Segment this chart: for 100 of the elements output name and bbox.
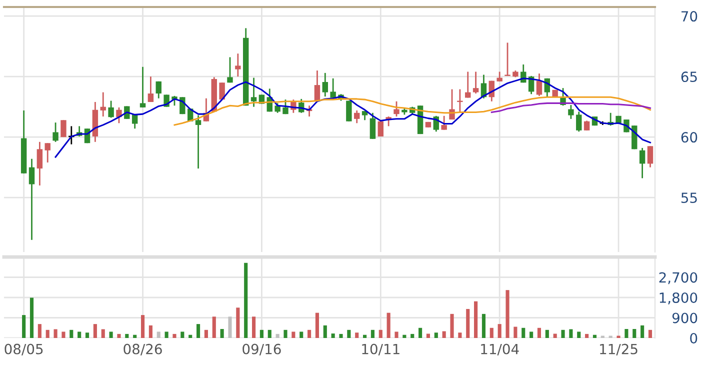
y-tick-label: 55 <box>681 192 697 204</box>
candlestick <box>441 115 447 130</box>
bar <box>46 330 50 338</box>
bar <box>577 332 581 338</box>
candlestick <box>346 100 352 122</box>
bar <box>307 330 312 338</box>
bar <box>592 334 597 338</box>
candlestick <box>378 119 384 138</box>
bar <box>70 330 74 338</box>
bar <box>537 328 542 338</box>
bar <box>498 324 502 338</box>
bar <box>530 332 534 338</box>
bar <box>553 334 557 338</box>
bar <box>624 329 628 338</box>
y-tick-label: 0 <box>690 332 698 344</box>
candlestick <box>100 92 106 118</box>
bar <box>117 334 121 338</box>
bar <box>260 330 264 338</box>
bar <box>228 316 232 338</box>
y-tick-label: 65 <box>681 72 697 82</box>
bar <box>522 328 526 338</box>
bar <box>300 332 304 338</box>
bar <box>466 308 470 338</box>
candlestick <box>449 88 455 120</box>
bar <box>458 332 462 338</box>
candlestick <box>28 158 35 241</box>
bar <box>268 330 272 338</box>
candlestick <box>576 110 582 132</box>
candlestick <box>140 66 146 108</box>
bar <box>93 324 97 338</box>
candlestick <box>584 120 590 132</box>
bar <box>632 329 636 338</box>
bar <box>125 334 129 338</box>
bar <box>196 324 200 338</box>
candlestick <box>568 104 574 120</box>
candlestick <box>370 112 376 140</box>
candlestick <box>52 122 58 143</box>
bar <box>38 324 42 338</box>
candlestick <box>536 72 542 97</box>
bar <box>569 329 573 338</box>
bar <box>648 330 652 338</box>
bar <box>236 308 240 338</box>
y-tick-label: 900 <box>672 312 698 324</box>
bar <box>133 334 137 338</box>
candlestick <box>156 80 162 100</box>
x-tick-label: 11/25 <box>600 344 638 356</box>
candlestick <box>639 147 646 179</box>
y-tick-label: 1,800 <box>660 292 698 304</box>
candlestick <box>44 142 50 164</box>
bar <box>355 332 359 338</box>
bar <box>252 316 256 338</box>
bar <box>331 334 335 338</box>
bar <box>386 312 390 338</box>
bar <box>640 325 644 338</box>
bar <box>244 262 248 338</box>
bar <box>426 334 430 338</box>
x-tick-label: 10/11 <box>362 344 400 356</box>
bar <box>148 325 152 338</box>
bar <box>323 325 327 338</box>
bar <box>442 331 446 338</box>
candlestick <box>227 56 233 84</box>
bar <box>188 334 192 338</box>
candlestick <box>472 71 479 94</box>
bar <box>347 330 351 338</box>
bar <box>85 332 90 338</box>
bar <box>434 332 438 338</box>
bar <box>292 332 296 338</box>
bar <box>204 330 208 338</box>
bar <box>140 315 145 338</box>
bar <box>54 329 58 338</box>
y-tick-label: 60 <box>681 132 698 143</box>
bar <box>561 330 565 338</box>
bar <box>545 330 549 338</box>
bar <box>514 326 518 338</box>
bar <box>62 332 66 338</box>
x-tick-label: 08/26 <box>124 344 162 356</box>
candlestick <box>496 71 502 82</box>
bar <box>315 312 319 338</box>
bar <box>490 328 494 338</box>
bar <box>482 314 486 338</box>
candlestick <box>148 76 154 103</box>
candlestick <box>394 100 400 118</box>
y-tick-label: 70 <box>682 11 698 22</box>
bar <box>30 298 34 338</box>
bar <box>418 328 422 338</box>
candlestick <box>108 100 114 118</box>
bar <box>172 334 176 338</box>
bar <box>276 334 280 338</box>
bar <box>450 314 454 338</box>
bar <box>506 290 510 338</box>
candlestick <box>330 78 336 100</box>
bar <box>410 334 414 338</box>
candlestick <box>235 52 241 78</box>
bar <box>156 332 160 338</box>
bar <box>474 301 478 338</box>
bar <box>101 329 105 338</box>
candlestick <box>195 114 202 170</box>
bar <box>22 315 26 338</box>
bar <box>370 330 374 338</box>
candlestick <box>60 119 66 138</box>
